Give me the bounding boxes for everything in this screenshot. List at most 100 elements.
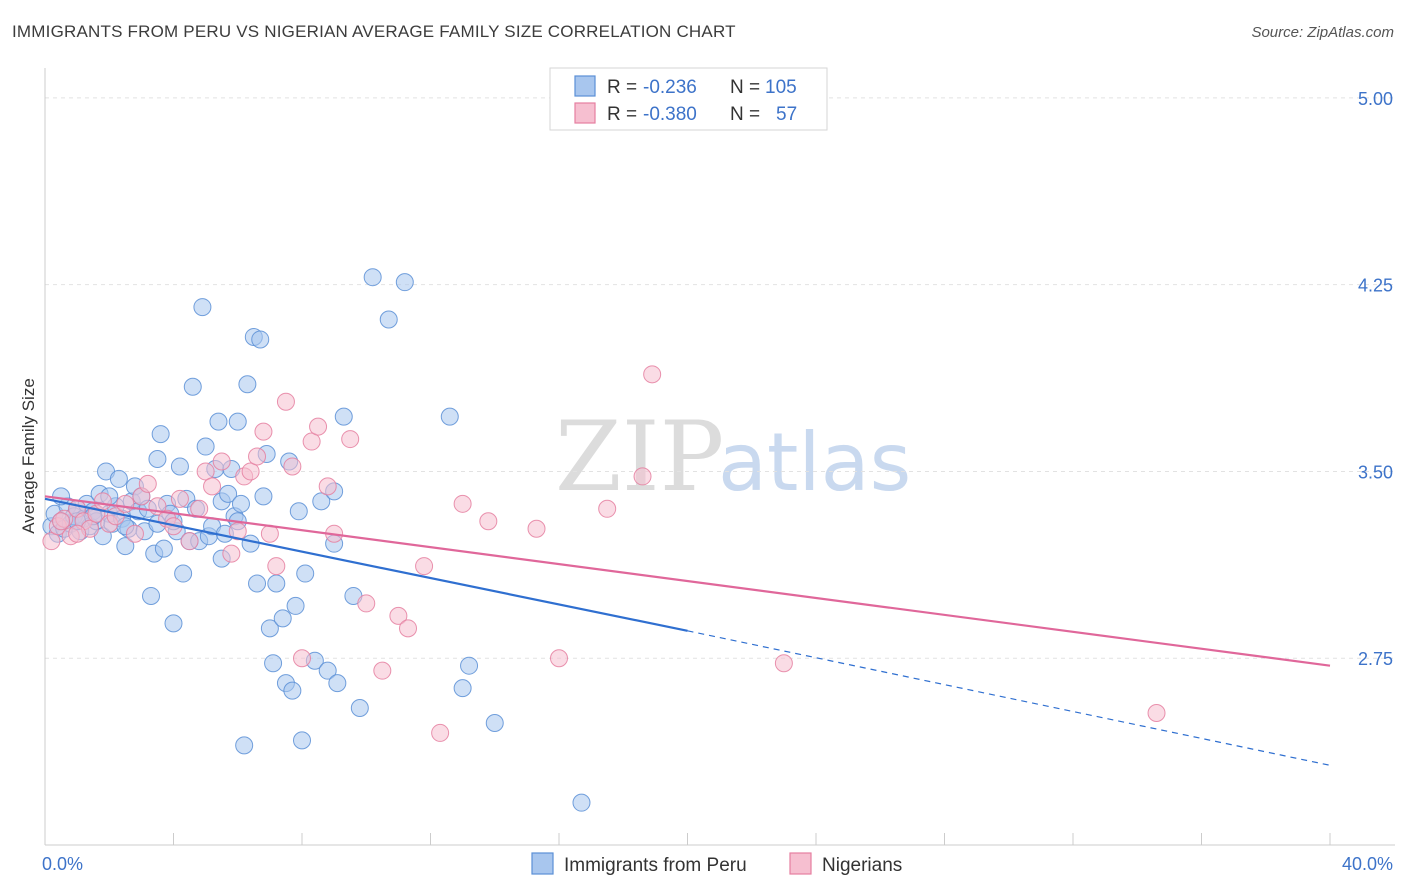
peru-point [231,494,250,513]
legend-r-label-peru: R = [607,77,637,98]
nigerians-point [241,462,260,481]
y-tick-label-2: 4.25 [1358,276,1393,296]
nigerians-point [170,489,189,508]
peru-point [293,731,311,750]
peru-point [235,736,254,755]
nigerians-point [138,474,157,493]
peru-point [318,661,337,680]
bottom-legend-swatch-peru [531,852,554,875]
nigerians-point [203,477,222,496]
peru-point [142,586,161,605]
legend-box: R = -0.236 N = 105 R = -0.380 N = 57 [549,67,828,131]
peru-point [350,699,369,718]
nigerians-point [774,654,793,673]
peru-point [148,449,167,468]
nigerians-point [357,594,376,613]
peru-point [289,502,308,521]
nigerians-point [399,619,418,638]
peru-point [283,681,302,700]
peru-point [193,298,212,317]
series-peru [42,268,591,812]
peru-point [260,619,279,638]
legend-n-value-nigerians: 57 [776,104,797,125]
peru-point [460,656,479,675]
legend-n-value-peru: 105 [765,77,797,98]
y-tick-label-0: 2.75 [1358,649,1393,669]
y-tick-label-3: 5.00 [1358,89,1393,109]
nigerians-point [302,432,321,451]
legend-r-value-nigerians: -0.380 [643,104,697,125]
nigerians-point [125,524,144,543]
peru-point [164,614,183,633]
nigerians-point [42,532,61,551]
peru-point [241,534,260,553]
x-tick-label-max: 40.0% [1342,854,1393,874]
bottom-legend-swatch-nigerians [789,852,812,875]
bottom-legend-label-nigerians: Nigerians [822,855,902,876]
nigerians-point [180,532,199,551]
peru-point [254,487,273,506]
trend-line-peru-extension [687,630,1331,766]
peru-point [251,330,270,349]
nigerians-point [222,544,241,563]
nigerians-point [248,447,267,466]
peru-point [264,654,283,673]
peru-point [154,539,173,558]
peru-point [219,484,238,503]
nigerians-point [283,457,302,476]
bottom-legend-label-peru: Immigrants from Peru [564,855,747,876]
trend-lines [44,495,1331,766]
peru-point [312,492,331,511]
watermark: ZIP atlas [555,401,911,513]
nigerians-point [598,499,617,518]
peru-point [453,679,472,698]
nigerians-point [293,649,311,668]
nigerians-point [373,661,392,680]
peru-point [334,407,353,426]
peru-point [151,425,170,444]
legend-swatch-nigerians [574,102,596,124]
x-ticks [44,833,1331,845]
legend-r-value-peru: -0.236 [643,77,697,98]
legend-swatch-peru [574,75,596,97]
peru-point [328,674,347,693]
peru-point [238,375,257,394]
nigerians-point [1147,704,1166,723]
trend-line-nigerians [44,495,1331,667]
nigerians-point [68,524,87,543]
peru-point [440,407,459,426]
watermark-atlas: atlas [718,416,911,509]
nigerians-point [643,365,662,384]
nigerians-point [116,494,135,513]
nigerians-point [52,512,71,531]
nigerians-point [550,649,568,668]
legend-background [549,67,828,131]
peru-point [196,437,215,456]
nigerians-point [318,477,337,496]
peru-point [109,469,128,488]
peru-point [286,596,305,615]
chart-source: Source: ZipAtlas.com [1251,24,1394,41]
legend-n-label-nigerians: N = [730,104,760,125]
nigerians-point [431,723,450,742]
nigerians-point [93,492,112,511]
peru-point [170,457,189,476]
peru-point [379,310,398,329]
peru-point [572,793,591,812]
nigerians-point [453,494,472,513]
bottom-legend: Immigrants from Peru Nigerians [531,852,902,876]
peru-point [228,412,247,431]
peru-point [267,574,286,593]
y-axis-label: Average Family Size [19,378,38,534]
nigerians-point [212,452,231,471]
nigerians-point [276,392,295,411]
nigerians-point [527,519,546,538]
peru-point [248,574,267,593]
peru-point [395,273,414,292]
peru-point [273,609,292,628]
nigerians-point [254,422,273,441]
peru-point [296,564,315,583]
nigerians-point [190,499,209,518]
y-tick-labels: 2.75 3.50 4.25 5.00 [1358,89,1393,669]
